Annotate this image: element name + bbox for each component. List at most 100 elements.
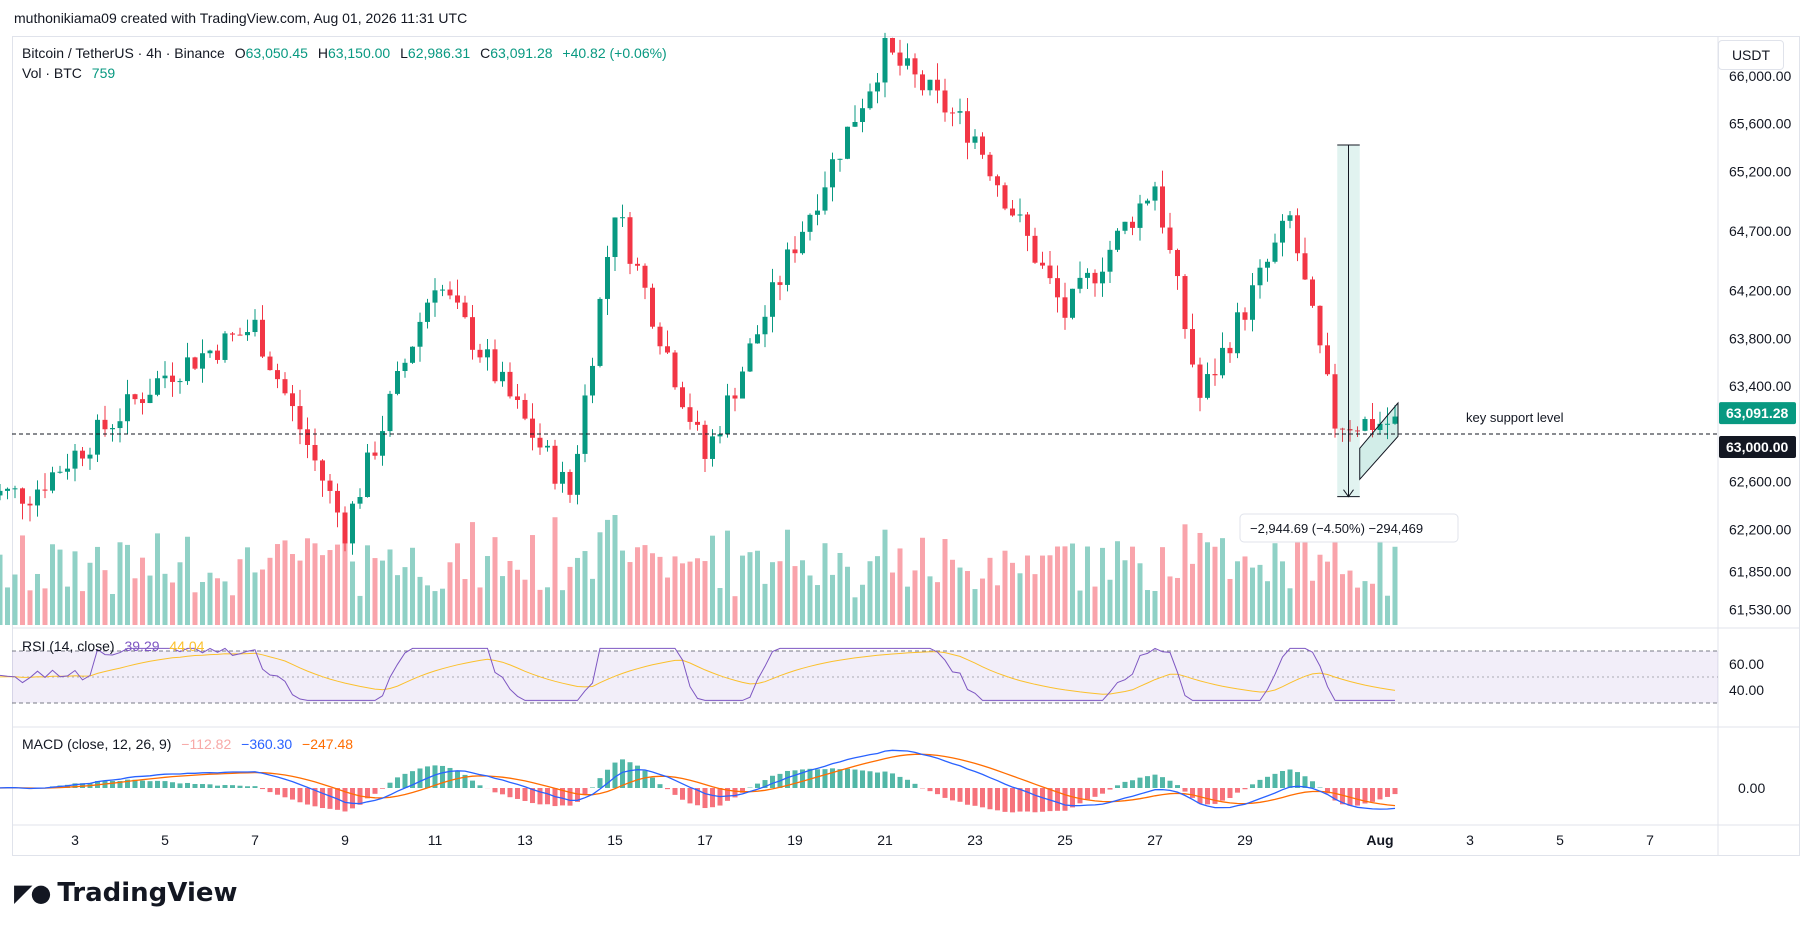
time-axis-label: 17 xyxy=(697,832,713,848)
candle-body xyxy=(80,450,85,459)
macd-histogram-bar xyxy=(380,788,385,789)
time-axis-label: 5 xyxy=(1556,832,1564,848)
candle-body xyxy=(815,210,820,215)
candle-body xyxy=(867,91,873,109)
macd-histogram-bar xyxy=(852,769,858,788)
volume-bar xyxy=(867,561,873,625)
rsi-ma-line xyxy=(0,651,1396,695)
candle-body xyxy=(1332,374,1338,429)
macd-histogram-bar xyxy=(620,759,625,788)
candle-body xyxy=(402,362,408,372)
macd-histogram-bar xyxy=(762,780,768,788)
candle-body xyxy=(687,407,693,422)
price-axis-label: 65,200.00 xyxy=(1729,163,1791,179)
macd-histogram-bar xyxy=(1302,776,1308,788)
volume-bar xyxy=(492,537,498,625)
macd-histogram-bar xyxy=(627,762,633,788)
macd-histogram-bar xyxy=(1160,777,1165,788)
volume-bar xyxy=(1077,590,1083,625)
volume-bar xyxy=(1325,561,1330,625)
candle-body xyxy=(192,357,198,369)
candle-body xyxy=(455,295,460,303)
candle-body xyxy=(1377,423,1383,430)
volume-bar xyxy=(42,588,48,625)
macd-histogram-bar xyxy=(1122,781,1128,788)
macd-histogram-bar xyxy=(800,769,805,788)
volume-bar xyxy=(485,556,490,625)
macd-histogram-bar xyxy=(245,786,250,788)
candle-body xyxy=(20,488,25,504)
macd-histogram-bar xyxy=(1190,788,1195,798)
macd-histogram-bar xyxy=(860,770,865,788)
candle-body xyxy=(567,471,573,495)
candle-body xyxy=(507,371,513,397)
macd-histogram-bar xyxy=(1100,788,1105,794)
macd-histogram-bar xyxy=(965,788,970,805)
macd-histogram-bar xyxy=(935,788,940,795)
candle-body xyxy=(1280,220,1285,243)
macd-histogram-bar xyxy=(612,762,618,788)
macd-histogram-bar xyxy=(1220,788,1225,801)
macd-histogram-bar xyxy=(927,788,933,792)
volume-bar xyxy=(1250,567,1255,625)
candle-body xyxy=(12,488,18,490)
candle-body xyxy=(740,371,745,399)
volume-bar xyxy=(177,562,183,625)
candle-body xyxy=(200,353,205,369)
candle-body xyxy=(185,357,190,382)
macd-histogram-bar xyxy=(1032,788,1038,813)
price-axis-label: 61,530.00 xyxy=(1729,601,1791,617)
candle-body xyxy=(725,395,730,435)
chart-frame xyxy=(12,36,1800,856)
volume-bar xyxy=(260,569,265,625)
tradingview-logo[interactable]: ◤● TradingView xyxy=(14,878,238,908)
change-value: +40.82 (+0.06%) xyxy=(562,45,667,61)
macd-histogram-bar xyxy=(725,788,730,801)
time-axis-label: Aug xyxy=(1366,832,1393,848)
macd-histogram-bar xyxy=(162,781,168,788)
macd-histogram-bar xyxy=(837,769,843,788)
macd-histogram-bar xyxy=(492,788,498,793)
macd-histogram-bar xyxy=(252,786,258,788)
macd-histogram-bar xyxy=(387,782,393,788)
macd-histogram-bar xyxy=(905,779,910,788)
volume-bar xyxy=(657,556,663,625)
candle-body xyxy=(1025,214,1030,236)
candle-body xyxy=(1122,221,1128,231)
candle-body xyxy=(1077,277,1083,289)
time-axis-label: 21 xyxy=(877,832,893,848)
volume-bar xyxy=(815,585,820,625)
volume-bar xyxy=(1197,532,1203,625)
volume-bar xyxy=(237,559,243,625)
macd-legend[interactable]: MACD (close, 12, 26, 9) −112.82 −360.30 … xyxy=(22,736,359,752)
volume-bar xyxy=(1002,550,1008,625)
macd-histogram-bar xyxy=(710,788,715,808)
volume-bar xyxy=(1115,541,1120,625)
volume-bar xyxy=(1025,555,1030,625)
candle-body xyxy=(582,395,588,454)
candle-body xyxy=(522,399,528,419)
candle-body xyxy=(1010,208,1015,216)
volume-bar xyxy=(627,562,633,625)
candle-body xyxy=(1175,250,1180,277)
candle-body xyxy=(912,58,918,75)
candle-body xyxy=(852,121,858,127)
candle-body xyxy=(282,379,288,394)
symbol-name[interactable]: Bitcoin / TetherUS · 4h · Binance xyxy=(22,45,225,61)
time-axis-label: 25 xyxy=(1057,832,1073,848)
candle-body xyxy=(110,428,115,430)
volume-bar xyxy=(1107,579,1113,625)
macd-histogram-bar xyxy=(1362,788,1368,804)
candle-body xyxy=(1092,272,1098,284)
volume-bar xyxy=(365,545,370,625)
candle-body xyxy=(837,158,843,160)
rsi-legend[interactable]: RSI (14, close) 39.29 44.04 xyxy=(22,638,210,654)
macd-histogram-bar xyxy=(635,765,640,788)
candle-body xyxy=(747,343,753,372)
macd-signal-line xyxy=(0,753,1396,807)
volume-bar xyxy=(455,543,460,625)
candle-body xyxy=(702,424,708,459)
macd-histogram-bar xyxy=(912,783,918,788)
candle-body xyxy=(665,346,670,353)
